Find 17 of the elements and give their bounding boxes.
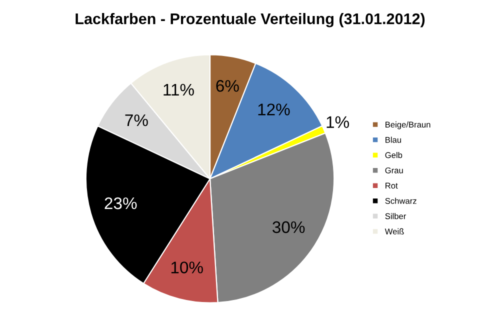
data-label: 30%	[272, 221, 305, 234]
legend-label: Silber	[385, 213, 406, 220]
legend-label: Rot	[386, 182, 398, 189]
legend-label: Beige/Braun	[386, 121, 430, 130]
legend-label: Weiß	[384, 228, 404, 234]
legend-label: Gelb	[385, 152, 402, 158]
data-label: 1%	[326, 116, 350, 128]
legend-label: Blau	[386, 136, 401, 143]
data-label: 23%	[104, 197, 137, 210]
data-label: 10%	[171, 262, 203, 274]
data-label: 6%	[216, 80, 239, 92]
legend-label: Grau	[385, 167, 403, 174]
legend-label: Schwarz	[385, 198, 416, 204]
data-label: 7%	[125, 114, 148, 126]
chart-title: Lackfarben - Prozentuale Verteilung (31.01.2012)	[76, 13, 425, 28]
data-label: 12%	[258, 104, 290, 116]
data-label: 11%	[164, 84, 194, 96]
